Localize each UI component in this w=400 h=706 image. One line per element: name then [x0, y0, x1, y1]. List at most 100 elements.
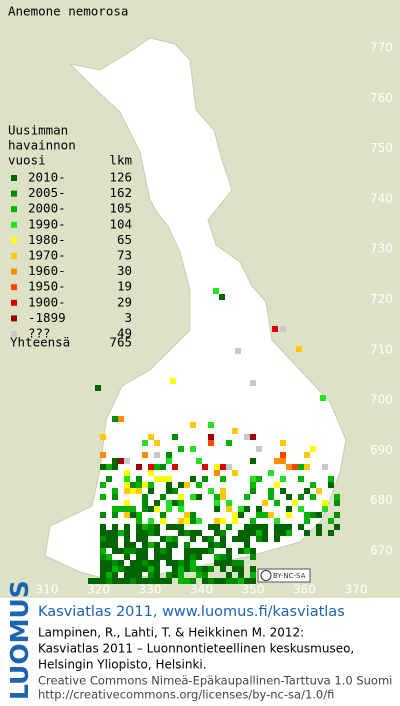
record-square — [130, 566, 136, 572]
y-coordinate-label: 720 — [370, 292, 393, 306]
record-square — [112, 488, 118, 494]
record-square — [196, 482, 202, 488]
record-square — [190, 512, 196, 518]
legend-label: -1899 — [28, 310, 66, 325]
record-square — [142, 494, 148, 500]
record-square — [310, 482, 316, 488]
record-square — [184, 482, 190, 488]
record-square — [112, 536, 118, 542]
record-square — [320, 395, 326, 401]
record-square — [190, 578, 196, 584]
x-coordinate-label: 370 — [345, 583, 368, 597]
record-square — [256, 476, 262, 482]
record-square — [100, 530, 106, 536]
record-square — [196, 572, 202, 578]
record-square — [142, 482, 148, 488]
record-square — [178, 572, 184, 578]
legend-label: ??? — [28, 326, 51, 341]
record-square — [280, 530, 286, 536]
record-square — [286, 524, 292, 530]
record-square — [250, 554, 256, 560]
record-square — [214, 560, 220, 566]
record-square — [178, 446, 184, 452]
legend-swatch — [11, 237, 17, 244]
record-square — [286, 530, 292, 536]
record-square — [166, 458, 172, 464]
record-square — [226, 548, 232, 554]
record-square — [160, 536, 166, 542]
record-square — [250, 488, 256, 494]
record-square — [124, 476, 130, 482]
record-square — [136, 512, 142, 518]
record-square — [250, 566, 256, 572]
record-square — [136, 488, 142, 494]
y-coordinate-label: 750 — [370, 141, 393, 155]
record-square — [238, 536, 244, 542]
record-square — [328, 482, 334, 488]
record-square — [148, 524, 154, 530]
record-square — [124, 482, 130, 488]
record-square — [166, 482, 172, 488]
legend-heading: havainnon — [8, 138, 76, 153]
record-square — [130, 542, 136, 548]
record-square — [238, 560, 244, 566]
map-title: Anemone nemorosa — [8, 4, 128, 19]
legend-count: 105 — [109, 201, 132, 216]
record-square — [112, 464, 118, 470]
record-square — [112, 512, 118, 518]
record-square — [154, 464, 160, 470]
record-square — [328, 530, 334, 536]
record-square — [304, 530, 310, 536]
logo: LUOMUS — [5, 580, 34, 700]
y-coordinate-label: 770 — [370, 41, 393, 55]
record-square — [166, 560, 172, 566]
citation-line: Kasviatlas 2011 – Luonnontieteellinen ke… — [38, 642, 354, 656]
record-square — [298, 464, 304, 470]
record-square — [166, 548, 172, 554]
y-coordinate-label: 740 — [370, 191, 393, 205]
record-square — [124, 512, 130, 518]
record-square — [178, 482, 184, 488]
record-square — [130, 488, 136, 494]
legend-label: 2010- — [28, 170, 66, 185]
record-square — [250, 380, 256, 386]
record-square — [334, 524, 340, 530]
record-square — [274, 530, 280, 536]
record-square — [184, 512, 190, 518]
record-square — [190, 422, 196, 428]
record-square — [304, 452, 310, 458]
record-square — [272, 326, 278, 332]
record-square — [208, 548, 214, 554]
record-square — [286, 494, 292, 500]
y-coordinate-label: 690 — [370, 443, 393, 457]
record-square — [118, 506, 124, 512]
record-square — [154, 548, 160, 554]
record-square — [170, 378, 176, 384]
record-square — [142, 440, 148, 446]
badge-text: BY-NC-SA — [273, 572, 306, 580]
record-square — [250, 458, 256, 464]
record-square — [112, 416, 118, 422]
record-square — [268, 494, 274, 500]
record-square — [214, 464, 220, 470]
x-coordinate-label: 320 — [87, 583, 110, 597]
record-square — [208, 524, 214, 530]
record-square — [136, 572, 142, 578]
y-coordinate-label: 700 — [370, 393, 393, 407]
record-square — [220, 578, 226, 584]
record-square — [166, 476, 172, 482]
record-square — [208, 488, 214, 494]
record-square — [232, 518, 238, 524]
record-square — [100, 524, 106, 530]
record-square — [250, 548, 256, 554]
record-square — [112, 524, 118, 530]
record-square — [298, 494, 304, 500]
record-square — [310, 446, 316, 452]
record-square — [166, 578, 172, 584]
record-square — [136, 578, 142, 584]
record-square — [172, 500, 178, 506]
record-square — [196, 554, 202, 560]
legend-label: 2005- — [28, 185, 66, 200]
record-square — [154, 530, 160, 536]
